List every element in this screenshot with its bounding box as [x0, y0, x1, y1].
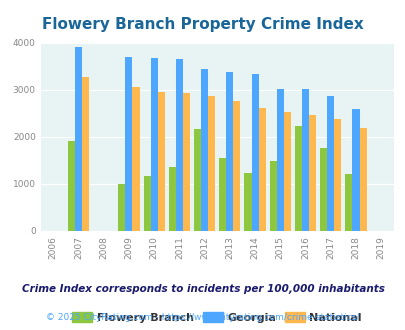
- Text: Flowery Branch Property Crime Index: Flowery Branch Property Crime Index: [42, 16, 363, 31]
- Bar: [168, 167, 175, 231]
- Text: © 2025 CityRating.com - https://www.cityrating.com/crime-statistics/: © 2025 CityRating.com - https://www.city…: [46, 313, 359, 322]
- Bar: [244, 173, 251, 231]
- Bar: [82, 77, 89, 231]
- Bar: [233, 101, 240, 231]
- Bar: [194, 129, 200, 231]
- Bar: [352, 109, 358, 231]
- Bar: [200, 69, 208, 231]
- Bar: [320, 148, 326, 231]
- Bar: [358, 128, 366, 231]
- Bar: [326, 96, 333, 231]
- Bar: [208, 96, 215, 231]
- Legend: Flowery Branch, Georgia, National: Flowery Branch, Georgia, National: [68, 308, 365, 328]
- Bar: [157, 92, 164, 231]
- Bar: [150, 58, 157, 231]
- Bar: [125, 57, 132, 231]
- Bar: [219, 158, 226, 231]
- Bar: [333, 118, 341, 231]
- Bar: [283, 112, 290, 231]
- Bar: [118, 183, 125, 231]
- Text: Crime Index corresponds to incidents per 100,000 inhabitants: Crime Index corresponds to incidents per…: [21, 284, 384, 294]
- Bar: [301, 88, 308, 231]
- Bar: [294, 126, 301, 231]
- Bar: [68, 141, 75, 231]
- Bar: [251, 74, 258, 231]
- Bar: [276, 89, 283, 231]
- Bar: [258, 108, 265, 231]
- Bar: [226, 72, 233, 231]
- Bar: [269, 161, 276, 231]
- Bar: [345, 174, 352, 231]
- Bar: [175, 59, 182, 231]
- Bar: [143, 176, 150, 231]
- Bar: [132, 87, 139, 231]
- Bar: [308, 115, 315, 231]
- Bar: [75, 47, 82, 231]
- Bar: [182, 93, 190, 231]
